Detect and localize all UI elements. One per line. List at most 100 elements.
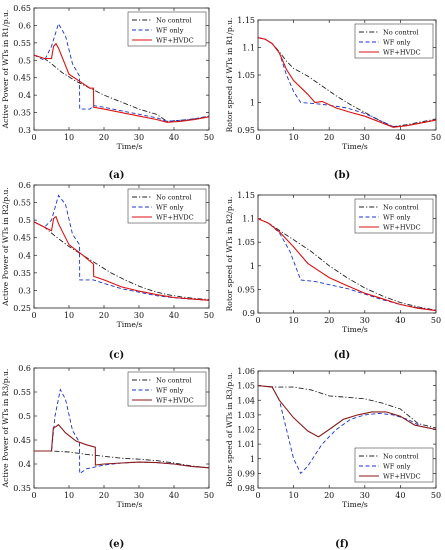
legend: No control WF only WF+HVDC <box>354 198 434 234</box>
legend-label: WF only <box>383 463 411 471</box>
y-tick-label: 1.02 <box>237 426 255 435</box>
legend: No control WF only WF+HVDC <box>127 188 207 224</box>
y-tick-label: 0.98 <box>237 484 255 493</box>
x-tick-label: 20 <box>99 311 109 320</box>
legend-label: WF+HVDC <box>156 397 194 405</box>
y-tick-label: 1.03 <box>237 411 255 420</box>
legend-label: WF+HVDC <box>383 224 421 232</box>
series-line-wf-hvdc <box>34 423 210 469</box>
x-tick-label: 20 <box>99 491 109 500</box>
y-tick-label: 0.6 <box>18 21 31 30</box>
y-tick-label: 0.55 <box>13 199 31 208</box>
y-tick-label: 0.4 <box>18 251 31 260</box>
y-tick-label: 0.6 <box>18 181 31 190</box>
chart-panel-4: 0 10 20 30 40 50 0.9 0.95 1 1.05 1.1 1.15 Time/s Roto… <box>225 191 441 361</box>
y-tick-label: 0.95 <box>237 126 255 135</box>
series-line-no-control <box>33 221 210 301</box>
x-tick-label: 50 <box>431 133 441 142</box>
x-tick-label: 30 <box>134 311 144 320</box>
x-tick-label: 40 <box>169 311 179 320</box>
y-tick-label: 0.25 <box>13 304 31 313</box>
x-axis-label: Time/s <box>117 142 143 151</box>
series-line-no-control <box>257 218 437 311</box>
series-line-wf-hvdc <box>257 218 437 312</box>
x-tick-label: 10 <box>289 491 299 500</box>
y-tick-label: 1.05 <box>237 238 255 247</box>
legend-label: No control <box>383 453 419 461</box>
y-axis-label: Rotor speed of WTs in R2/p.u. <box>225 197 234 312</box>
y-tick-label: 0.4 <box>18 460 31 469</box>
y-axis-label: Active Power of WTs in R2/p.u. <box>1 187 10 307</box>
y-axis-label: Rotor speed of WTs in R1/p.u. <box>225 18 234 133</box>
plot-frame <box>257 194 437 314</box>
series-line-wf-hvdc <box>257 385 437 438</box>
legend-label: WF only <box>156 204 184 212</box>
x-tick-label: 50 <box>431 316 441 325</box>
x-tick-label: 50 <box>204 311 214 320</box>
x-tick-label: 40 <box>395 133 405 142</box>
x-tick-label: 10 <box>64 311 74 320</box>
legend: No control WF only WF+HVDC <box>127 371 207 407</box>
y-tick-label: 1.05 <box>237 382 255 391</box>
x-tick-label: 30 <box>134 491 144 500</box>
y-tick-label: 0.35 <box>13 109 31 118</box>
legend-label: No control <box>156 194 192 202</box>
x-tick-label: 0 <box>31 491 36 500</box>
x-tick-label: 30 <box>360 316 370 325</box>
x-tick-label: 20 <box>99 133 109 142</box>
y-tick-label: 1.1 <box>242 215 255 224</box>
x-tick-label: 20 <box>324 133 334 142</box>
y-tick-label: 0.4 <box>18 91 31 100</box>
y-tick-label: 0.5 <box>18 412 31 421</box>
legend-label: WF only <box>156 27 184 35</box>
legend-label: No control <box>156 377 192 385</box>
legend-label: No control <box>383 29 419 37</box>
x-tick-label: 30 <box>134 133 144 142</box>
x-axis-label: Time/s <box>342 325 368 334</box>
x-tick-label: 10 <box>289 316 299 325</box>
y-tick-label: 1.06 <box>237 367 255 376</box>
y-tick-label: 1.15 <box>237 191 255 200</box>
x-tick-label: 20 <box>324 316 334 325</box>
y-tick-label: 1 <box>250 262 255 271</box>
y-tick-label: 0.65 <box>13 4 31 13</box>
x-tick-label: 0 <box>31 133 36 142</box>
y-tick-label: 1.15 <box>237 16 255 25</box>
y-tick-label: 0.5 <box>18 56 31 65</box>
y-axis-label: Active Power of WTs in R1/p.u. <box>1 10 10 130</box>
x-tick-label: 40 <box>169 491 179 500</box>
y-tick-label: 0.9 <box>242 309 255 318</box>
y-tick-label: 0.99 <box>237 469 255 478</box>
panel-label: (f) <box>335 539 349 550</box>
y-tick-label: 1.01 <box>237 440 255 449</box>
series-line-wf-only <box>33 194 210 301</box>
legend-label: WF only <box>383 214 411 222</box>
legend-label: No control <box>383 204 419 212</box>
x-tick-label: 50 <box>204 491 214 500</box>
x-tick-label: 0 <box>31 311 36 320</box>
chart-panel-6: 0 10 20 30 40 50 0.98 0.99 1 1.01 1.02 1.03 1.04 1.05… <box>225 367 441 550</box>
y-tick-label: 1.04 <box>237 396 255 405</box>
y-axis-label: Active Power of WTs in R3/p.u. <box>1 369 10 489</box>
x-tick-label: 0 <box>255 133 260 142</box>
y-tick-label: 0.3 <box>18 286 31 295</box>
legend-label: WF+HVDC <box>156 214 194 222</box>
x-tick-label: 40 <box>395 491 405 500</box>
y-tick-label: 0.5 <box>18 216 31 225</box>
x-tick-label: 30 <box>360 491 370 500</box>
panel-label: (c) <box>109 350 125 361</box>
x-tick-label: 0 <box>255 316 260 325</box>
y-tick-label: 1 <box>250 99 255 108</box>
series-line-no-control <box>33 54 210 122</box>
y-tick-label: 0.95 <box>237 285 255 294</box>
legend-label: WF+HVDC <box>383 473 421 481</box>
series-line-wf-only <box>33 22 210 122</box>
chart-panel-5: 0 10 20 30 40 50 0.35 0.4 0.45 0.5 0.55 0.6 Time/s Ac… <box>1 364 214 550</box>
y-tick-label: 0.6 <box>18 364 31 373</box>
chart-panel-3: 0 10 20 30 40 50 0.25 0.3 0.35 0.4 0.45 0.5 0.55 0.6 T… <box>1 181 214 361</box>
legend-label: WF only <box>156 387 184 395</box>
y-tick-label: 0.3 <box>18 126 31 135</box>
x-axis-label: Time/s <box>117 320 143 329</box>
panel-label: (b) <box>334 170 350 181</box>
x-tick-label: 20 <box>324 491 334 500</box>
